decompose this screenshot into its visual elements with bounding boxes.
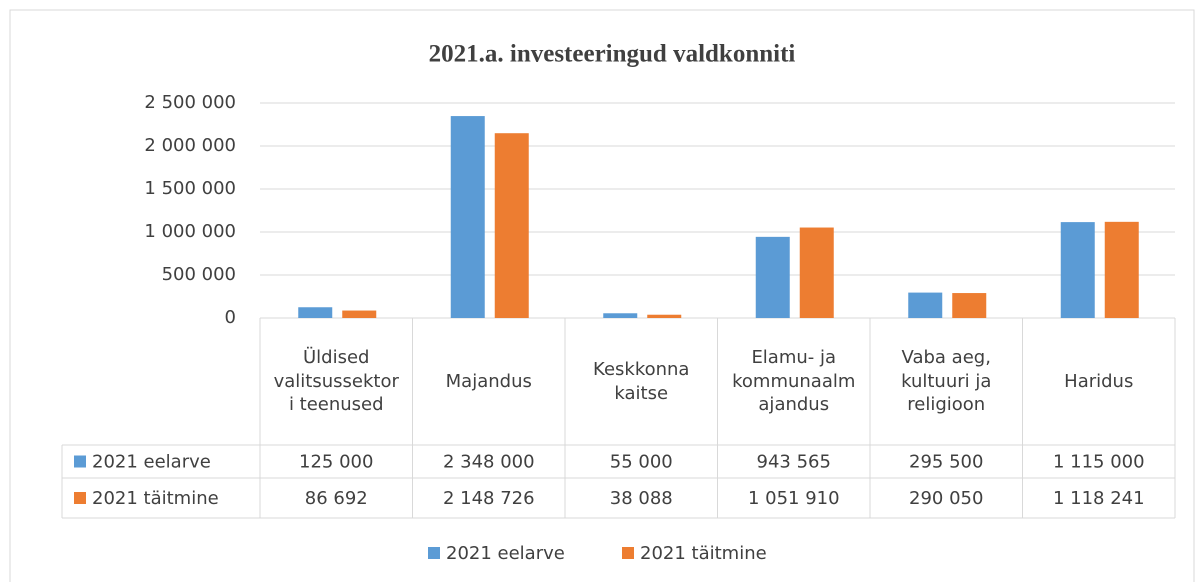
category-label: Üldised valitsussektori teenused: [273, 347, 399, 416]
category-label: Majandus: [445, 370, 532, 392]
y-tick-label: 1 000 000: [144, 221, 236, 242]
bar: [799, 227, 834, 318]
chart-border: [9, 9, 1195, 582]
bar: [494, 133, 529, 318]
bar: [342, 310, 377, 318]
y-tick-label: 1 500 000: [144, 178, 236, 199]
table-series-label: 2021 eelarve: [92, 452, 211, 473]
table-value: 2 148 726: [443, 488, 535, 509]
legend-label: 2021 täitmine: [640, 543, 767, 564]
chart-title: 2021.a. investeeringud valdkonniti: [429, 41, 796, 68]
legend-swatch: [74, 492, 86, 504]
category-label: Vaba aeg, kultuuri ja religioon: [901, 347, 992, 416]
table-value: 2 348 000: [443, 452, 535, 473]
bar: [603, 313, 638, 318]
y-tick-label: 0: [225, 307, 236, 328]
table-value: 290 050: [909, 488, 983, 509]
table-value: 86 692: [305, 488, 368, 509]
bar: [1060, 222, 1095, 318]
bar: [1104, 221, 1139, 318]
bar: [755, 236, 790, 318]
bar: [298, 307, 333, 318]
category-label: Keskkonna kaitse: [593, 359, 690, 404]
bar: [908, 292, 943, 318]
category-label: Elamu- ja kommunaalmajandus: [732, 347, 856, 416]
legend-label: 2021 eelarve: [446, 543, 565, 564]
table-value: 125 000: [299, 452, 373, 473]
table-value: 1 115 000: [1053, 452, 1145, 473]
category-label: Haridus: [1064, 370, 1134, 392]
bar: [647, 314, 682, 318]
table-series-label: 2021 täitmine: [92, 488, 219, 509]
bar: [450, 116, 485, 319]
legend-swatch: [622, 547, 634, 559]
y-tick-label: 500 000: [162, 264, 236, 285]
bar: [952, 293, 987, 318]
table-value: 1 118 241: [1053, 488, 1145, 509]
legend-swatch: [74, 455, 86, 468]
y-tick-label: 2 500 000: [144, 92, 236, 113]
table-value: 38 088: [610, 488, 673, 509]
table-value: 55 000: [610, 452, 673, 473]
table-value: 295 500: [909, 452, 983, 473]
y-tick-label: 2 000 000: [144, 135, 236, 156]
legend-swatch: [428, 547, 440, 559]
table-value: 943 565: [757, 452, 831, 473]
table-value: 1 051 910: [748, 488, 840, 509]
